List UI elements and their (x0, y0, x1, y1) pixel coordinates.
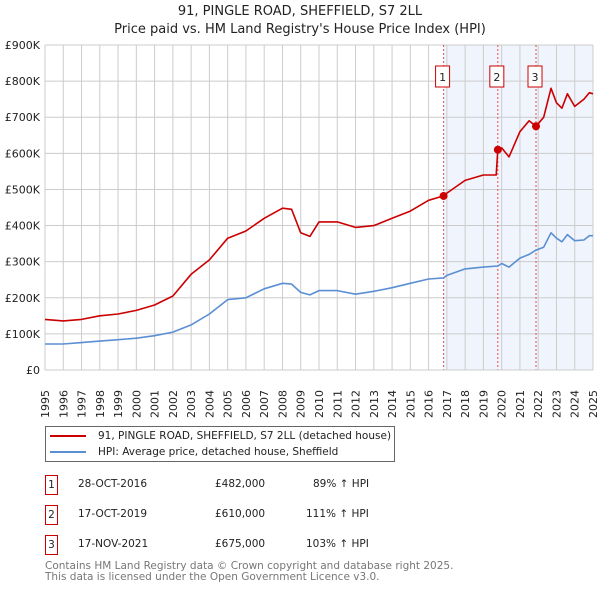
x-tick-label: 2002 (167, 390, 180, 418)
y-tick-label: £600K (5, 147, 41, 160)
sale-marker-box: 2 (45, 505, 58, 525)
x-tick-label: 1996 (57, 390, 70, 418)
y-tick-label: £300K (5, 256, 41, 269)
x-tick-label: 2006 (240, 390, 253, 418)
sale-point (439, 191, 448, 200)
legend-label: 91, PINGLE ROAD, SHEFFIELD, S7 2LL (deta… (98, 430, 392, 442)
x-tick-label: 2018 (459, 390, 472, 418)
y-tick-label: £700K (5, 111, 41, 124)
x-tick-label: 2011 (331, 390, 344, 418)
x-tick-label: 1998 (94, 390, 107, 418)
x-tick-label: 2004 (203, 390, 216, 418)
sale-point (532, 122, 541, 131)
x-tick-label: 2009 (295, 390, 308, 418)
x-tick-label: 2019 (477, 390, 490, 418)
sale-date: 17-NOV-2021 (78, 538, 149, 550)
x-tick-label: 2000 (130, 390, 143, 418)
x-tick-label: 2001 (149, 390, 162, 418)
sale-marker-label: 3 (532, 71, 539, 84)
sale-marker-box (489, 65, 505, 88)
chart-subtitle: Price paid vs. HM Land Registry's House … (114, 22, 486, 37)
x-tick-label: 2005 (222, 390, 235, 418)
x-tick-label: 2017 (441, 390, 454, 418)
sale-hpi: 111% ↑ HPI (306, 508, 369, 520)
x-tick-label: 2010 (313, 390, 326, 418)
x-tick-label: 2008 (276, 390, 289, 418)
sale-marker-box (527, 65, 543, 88)
x-tick-label: 2016 (423, 390, 436, 418)
x-tick-label: 2022 (532, 390, 545, 418)
plot-area: 1995 1996 1997 1998 1999 2000 2001 2002 2003 2004… (5, 39, 600, 418)
footer-licence: This data is licensed under the Open Gov… (45, 571, 380, 583)
post-sale-shading (443, 45, 593, 370)
sale-marker-box (435, 65, 451, 88)
y-tick-label: £800K (5, 75, 41, 88)
x-tick-label: 2003 (185, 390, 198, 418)
x-tick-label: 2024 (569, 390, 582, 418)
chart-title: 91, PINGLE ROAD, SHEFFIELD, S7 2LL (177, 4, 423, 19)
sale-point (493, 145, 502, 154)
x-tick-label: 2015 (404, 390, 417, 418)
sale-hpi: 103% ↑ HPI (306, 538, 369, 550)
hpi-line (45, 232, 593, 345)
x-tick-label: 2014 (386, 390, 399, 418)
x-tick-label: 2025 (587, 390, 600, 418)
sale-marker-box: 3 (45, 535, 58, 555)
legend: 91, PINGLE ROAD, SHEFFIELD, S7 2LL (deta… (45, 426, 395, 462)
sale-hpi: 89% ↑ HPI (313, 478, 370, 490)
x-tick-label: 1995 (39, 390, 52, 418)
x-tick-label: 2007 (258, 390, 271, 418)
y-tick-label: £400K (5, 220, 41, 233)
sale-marker-label: 2 (493, 71, 500, 84)
x-tick-label: 2023 (550, 390, 563, 418)
x-tick-label: 2021 (514, 390, 527, 418)
legend-swatch-red (50, 435, 86, 437)
sale-marker-label: 1 (439, 71, 446, 84)
sale-marker-box: 1 (45, 475, 58, 495)
x-tick-label: 1999 (112, 390, 125, 418)
y-tick-label: £900K (5, 39, 41, 52)
x-tick-label: 2012 (350, 390, 363, 418)
price-paid-line (44, 87, 594, 322)
sale-price: £610,000 (215, 508, 266, 520)
sale-date: 28-OCT-2016 (78, 478, 147, 490)
legend-item-hpi: HPI: Average price, detached house, Shef… (46, 444, 338, 460)
sale-price: £675,000 (215, 538, 266, 550)
y-tick-label: £100K (5, 328, 41, 341)
x-tick-label: 2013 (368, 390, 381, 418)
legend-label: HPI: Average price, detached house, Shef… (98, 446, 339, 458)
legend-item-property: 91, PINGLE ROAD, SHEFFIELD, S7 2LL (deta… (46, 428, 391, 444)
y-tick-label: £200K (5, 292, 41, 305)
footer-copyright: Contains HM Land Registry data © Crown c… (45, 560, 454, 572)
legend-swatch-blue (50, 451, 86, 453)
y-tick-label: £500K (5, 183, 41, 196)
x-tick-label: 1997 (76, 390, 89, 418)
sale-price: £482,000 (215, 478, 266, 490)
sale-date: 17-OCT-2019 (78, 508, 147, 520)
y-tick-label: £0 (26, 364, 40, 377)
x-tick-label: 2020 (496, 390, 509, 418)
